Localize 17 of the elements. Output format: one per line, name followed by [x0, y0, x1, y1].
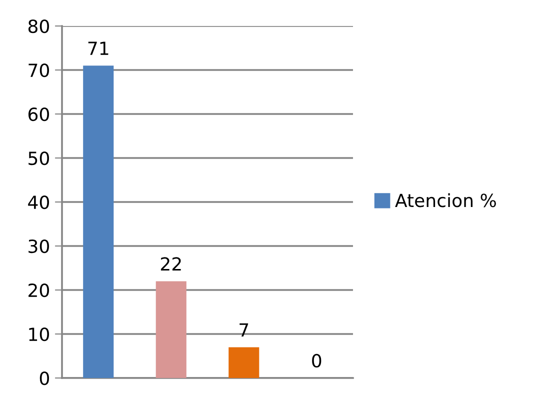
legend-label: Atencion % [395, 193, 496, 208]
y-tick-label: 10 [29, 327, 49, 342]
y-tick-label: 50 [28, 151, 49, 166]
y-tick-label: 70 [28, 63, 49, 78]
y-tick-label: 30 [28, 239, 49, 254]
bar [228, 347, 260, 378]
y-tick-label: 80 [28, 19, 49, 34]
data-label: 71 [88, 42, 108, 55]
data-label: 22 [160, 257, 181, 270]
data-label: 0 [312, 354, 322, 368]
bar [83, 66, 114, 378]
y-tick-label: 20 [28, 283, 49, 298]
bar [156, 281, 186, 378]
data-label: 7 [240, 323, 248, 336]
y-tick-label: 60 [28, 107, 49, 122]
y-tick-label: 40 [28, 195, 49, 210]
y-tick-label: 0 [40, 371, 49, 386]
